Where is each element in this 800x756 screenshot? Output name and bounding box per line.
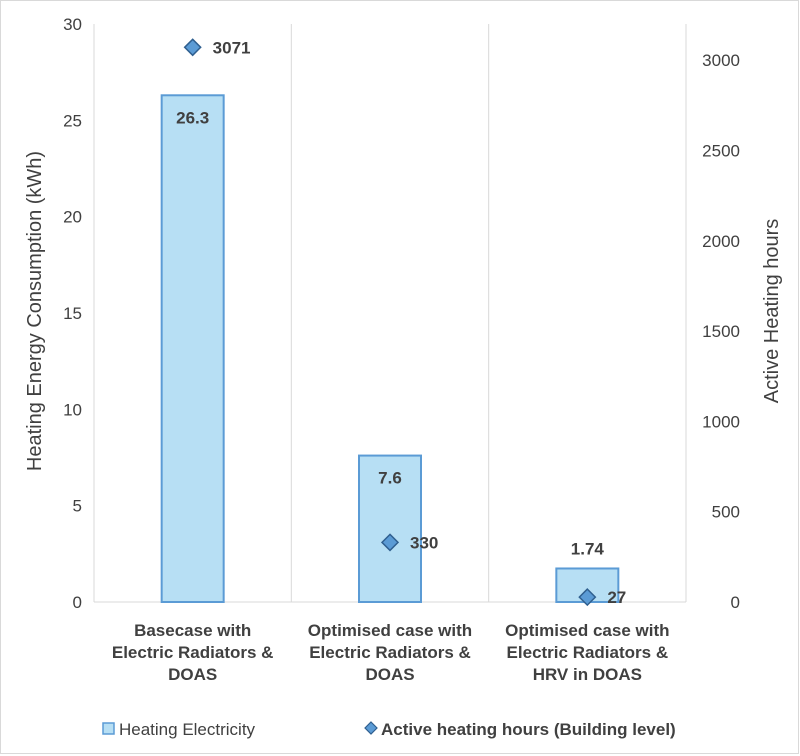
- y-tick-label: 10: [63, 400, 82, 419]
- y2-tick-label: 0: [731, 593, 740, 612]
- y-tick-label: 20: [63, 208, 82, 227]
- legend-point-label: Active heating hours (Building level): [381, 720, 676, 739]
- scatter-series: 3071 330 27: [183, 38, 626, 607]
- legend-bar-label: Heating Electricity: [119, 720, 256, 739]
- y-tick-label: 15: [63, 304, 82, 323]
- y-tick-label: 25: [63, 111, 82, 130]
- axis-ticks: 0 5 10 15 20 25 30 0 500 1000 1500 2000 2500 3000: [63, 15, 740, 612]
- category-label: Electric Radiators &: [507, 643, 669, 662]
- scatter-point: [578, 588, 597, 607]
- y2-tick-label: 2000: [702, 232, 740, 251]
- category-label: Electric Radiators &: [112, 643, 274, 662]
- category-labels: Basecase with Electric Radiators & DOAS Opt…: [112, 621, 670, 684]
- y-tick-label: 0: [73, 593, 82, 612]
- scatter-point: [380, 533, 400, 552]
- bar-data-label: 26.3: [176, 108, 209, 127]
- y2-axis-title: Active Heating hours: [761, 219, 783, 404]
- category-label: Optimised case with: [505, 621, 669, 640]
- category-label: Electric Radiators &: [309, 643, 471, 662]
- point-data-label: 3071: [213, 38, 251, 57]
- category-label: Optimised case with: [308, 621, 472, 640]
- legend-bar-swatch: [102, 722, 115, 735]
- y-axis-title: Heating Energy Consumption (kWh): [24, 151, 46, 471]
- y2-tick-label: 500: [712, 503, 740, 522]
- scatter-point: [183, 38, 202, 57]
- y2-tick-label: 1000: [702, 412, 740, 431]
- category-label: Basecase with: [134, 621, 251, 640]
- category-label: DOAS: [168, 665, 217, 684]
- bar: [160, 94, 225, 604]
- y2-tick-label: 3000: [702, 51, 740, 70]
- category-label: HRV in DOAS: [533, 665, 642, 684]
- y-tick-label: 30: [63, 15, 82, 34]
- legend-diamond-marker: [364, 721, 378, 735]
- point-data-label: 330: [410, 533, 438, 552]
- y2-tick-label: 2500: [702, 141, 740, 160]
- y2-tick-label: 1500: [702, 322, 740, 341]
- legend: Heating Electricity Active heating hours…: [102, 720, 676, 739]
- point-data-label: 27: [607, 588, 626, 607]
- category-label: DOAS: [365, 665, 414, 684]
- bar-data-label: 1.74: [571, 539, 605, 558]
- bar-data-label: 7.6: [378, 469, 402, 488]
- bar: [358, 454, 422, 603]
- bar-series: 26.3 7.6 1.74: [160, 94, 620, 604]
- y-tick-label: 5: [73, 497, 82, 516]
